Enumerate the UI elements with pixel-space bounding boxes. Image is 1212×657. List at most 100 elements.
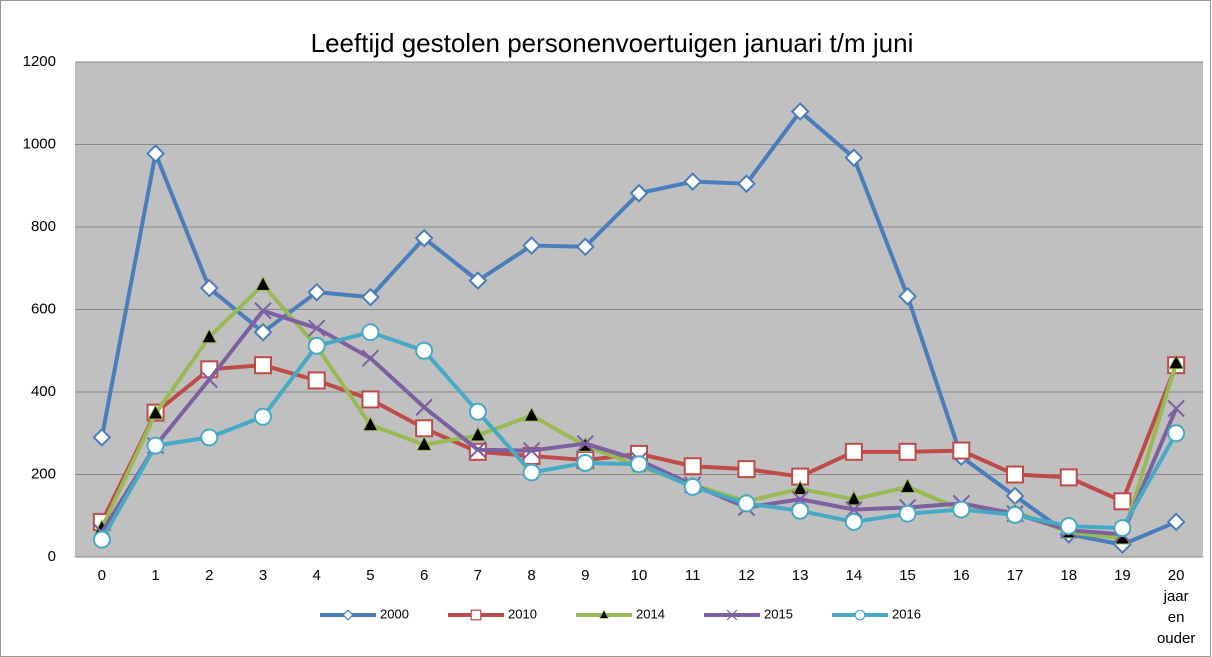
marker [307,336,326,355]
marker [629,183,649,203]
chart-title: Leeftijd gestolen personenvoertuigen jan… [311,28,914,58]
legend-label: 2010 [508,606,537,621]
x-tick-label: 14 [845,567,863,584]
marker [199,278,219,298]
marker [522,236,541,255]
marker [1113,492,1132,511]
y-tick-label: 1200 [23,53,56,70]
marker [630,455,648,474]
x-tick-label: 5 [366,567,375,584]
marker [342,609,354,621]
marker [307,282,327,302]
marker [253,322,273,342]
marker [470,609,482,621]
marker [1168,354,1185,370]
marker [414,228,434,248]
marker [200,428,219,447]
marker [523,406,540,422]
marker [1166,512,1186,532]
marker [1006,465,1024,484]
legend-label: 2015 [764,606,793,621]
x-tick-label: 1 [151,567,160,584]
marker [575,237,595,257]
marker [415,419,434,438]
marker [683,477,702,496]
x-tick-label: 9 [581,567,590,584]
marker [792,479,809,496]
x-tick-label: 16 [952,567,970,584]
marker [599,609,609,619]
marker [522,463,541,482]
x-tick-label: 2 [205,567,214,584]
legend-item: 2010 [448,606,537,621]
marker [952,500,971,519]
legend-label: 2000 [380,606,409,621]
marker [683,457,702,476]
x-tick-label: 10 [630,567,648,584]
marker [576,434,594,453]
y-tick-label: 600 [31,300,56,317]
marker [737,494,756,513]
marker [146,144,165,163]
marker [1059,517,1078,536]
marker [854,609,866,621]
y-tick-label: 1000 [23,135,56,152]
x-tick-label: 18 [1060,567,1078,584]
marker [254,302,272,320]
marker [468,271,488,291]
x-tick-label: 7 [473,567,483,584]
marker [201,328,218,344]
marker [1113,519,1132,538]
marker [254,275,272,291]
marker [415,398,433,416]
marker [522,441,541,460]
x-tick-label: 3 [258,567,268,584]
marker [845,490,862,506]
legend-label: 2014 [636,606,665,621]
marker [726,609,738,621]
marker [416,435,433,451]
marker [361,390,380,409]
legend-item: 2000 [320,606,409,621]
marker [1167,424,1186,443]
marker [898,442,917,461]
marker [308,319,326,337]
marker [737,460,756,479]
marker [146,436,165,455]
marker [361,323,380,342]
y-tick-label: 200 [31,465,56,482]
x-tick-label: 8 [527,567,536,584]
marker [254,356,272,375]
legend-item: 2015 [704,606,793,621]
marker [92,427,112,447]
marker [952,441,971,460]
x-tick-label: 12 [738,567,755,584]
x-tick-label: 19 [1114,567,1131,584]
x-tick-label: 6 [419,567,429,584]
marker [737,174,756,194]
marker [361,349,380,367]
legend-item: 2014 [576,606,665,621]
marker [844,512,863,531]
legend-label: 2016 [892,606,921,621]
marker [683,172,703,192]
marker [92,530,111,549]
x-tick-label: 17 [1006,567,1024,584]
x-tick-label: 0 [97,567,107,584]
marker [469,441,487,459]
marker [898,286,917,306]
marker [361,287,380,307]
y-tick-label: 0 [48,548,56,565]
x-tick-label: 11 [684,567,701,584]
x-tick-label: 4 [312,567,321,584]
y-tick-label: 800 [31,218,56,235]
marker [469,426,486,442]
marker [1006,505,1024,524]
marker [362,415,379,432]
x-tick-label: 13 [791,567,809,584]
marker [576,453,595,472]
marker [307,371,326,390]
marker [844,148,864,168]
marker [147,404,164,420]
marker [791,501,810,520]
